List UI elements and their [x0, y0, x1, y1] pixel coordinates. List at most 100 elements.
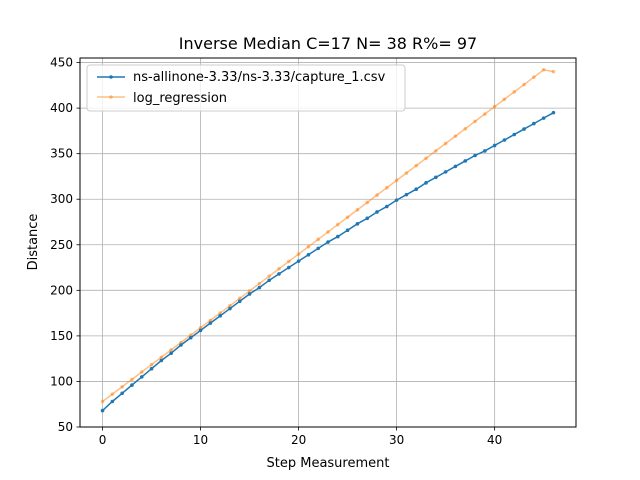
- data-point: [375, 193, 379, 197]
- data-point: [434, 149, 438, 153]
- data-point: [414, 187, 419, 191]
- y-tick-label: 250: [50, 238, 73, 252]
- data-point: [483, 149, 487, 153]
- plot-frame: [79, 57, 577, 428]
- data-point: [228, 303, 232, 308]
- data-point: [492, 143, 497, 148]
- legend-label-series-2: log_regression: [133, 91, 227, 106]
- data-point: [110, 399, 115, 404]
- data-point: [306, 244, 311, 249]
- data-point: [130, 377, 134, 382]
- data-point: [541, 116, 546, 120]
- data-point: [443, 170, 448, 174]
- data-point: [473, 119, 477, 124]
- data-point: [286, 265, 291, 270]
- data-point: [385, 204, 389, 209]
- y-tick-label: 350: [50, 147, 73, 161]
- data-point: [345, 215, 350, 220]
- data-point: [463, 126, 468, 131]
- data-point: [100, 408, 105, 413]
- data-point: [483, 112, 487, 116]
- x-tick-label: 10: [193, 433, 208, 447]
- legend-marker-series-1: [109, 75, 113, 79]
- data-point: [247, 289, 252, 293]
- data-point: [522, 82, 526, 87]
- data-point: [169, 348, 173, 352]
- x-tick-label: 20: [291, 433, 306, 447]
- x-tick-label: 30: [389, 433, 404, 447]
- data-point: [296, 252, 301, 256]
- data-point: [228, 306, 232, 311]
- legend: ns-allinone-3.33/ns-3.33/capture_1.csv l…: [86, 64, 406, 112]
- data-point: [345, 228, 350, 232]
- y-tick-label: 450: [50, 56, 73, 70]
- data-point: [414, 163, 419, 168]
- data-point: [277, 272, 281, 276]
- data-point: [169, 351, 173, 356]
- x-tick-label: 40: [487, 433, 502, 447]
- plot-series: [100, 67, 556, 413]
- data-point: [110, 392, 115, 396]
- x-tick-label: 0: [99, 433, 107, 447]
- data-point: [139, 375, 144, 379]
- data-point: [492, 104, 497, 109]
- data-point: [247, 292, 252, 296]
- legend-marker-series-2: [109, 95, 113, 99]
- data-point: [188, 333, 193, 337]
- data-point: [120, 391, 124, 396]
- data-point: [404, 171, 409, 175]
- x-axis-label: Step Measurement: [267, 456, 390, 471]
- data-point: [277, 267, 281, 271]
- data-point: [208, 318, 213, 323]
- data-point: [522, 127, 526, 131]
- data-point: [355, 208, 360, 212]
- data-point: [208, 321, 213, 325]
- data-point: [267, 278, 271, 283]
- data-point: [296, 259, 301, 263]
- legend-label-series-1: ns-allinone-3.33/ns-3.33/capture_1.csv: [133, 70, 386, 85]
- data-point: [532, 75, 536, 79]
- chart-title: Inverse Median C=17 N= 38 R%= 97: [179, 34, 477, 53]
- data-point: [463, 159, 468, 163]
- data-point: [100, 399, 105, 404]
- y-tick-label: 100: [50, 374, 73, 388]
- data-point: [179, 343, 183, 347]
- data-point: [512, 132, 517, 137]
- data-point: [434, 175, 438, 180]
- data-point: [326, 240, 330, 244]
- y-tick-label: 50: [58, 420, 73, 434]
- data-point: [424, 156, 428, 161]
- data-point: [365, 200, 370, 205]
- data-point: [149, 362, 154, 367]
- data-point: [541, 67, 546, 72]
- data-point: [551, 110, 556, 115]
- data-point: [316, 237, 320, 242]
- data-point: [159, 355, 164, 360]
- x-axis: 0 10 20 30 40: [99, 427, 502, 447]
- data-point: [237, 296, 242, 301]
- data-point: [473, 153, 477, 158]
- data-point: [512, 90, 517, 94]
- data-point: [355, 222, 360, 226]
- y-tick-label: 200: [50, 283, 73, 297]
- data-point: [532, 121, 536, 126]
- data-point: [394, 198, 399, 202]
- y-tick-label: 300: [50, 192, 73, 206]
- data-point: [375, 210, 379, 214]
- data-point: [453, 164, 458, 169]
- data-point: [365, 216, 370, 221]
- data-point: [139, 370, 144, 374]
- data-point: [286, 259, 291, 264]
- data-point: [237, 299, 242, 304]
- y-tick-label: 400: [50, 101, 73, 115]
- data-point: [198, 325, 203, 330]
- grid: [80, 58, 576, 428]
- data-point: [453, 134, 458, 138]
- series-1: [100, 110, 556, 413]
- data-point: [336, 234, 340, 239]
- data-point: [502, 138, 507, 142]
- data-point: [149, 366, 154, 371]
- y-axis-label: Distance: [26, 214, 41, 271]
- data-point: [159, 358, 164, 363]
